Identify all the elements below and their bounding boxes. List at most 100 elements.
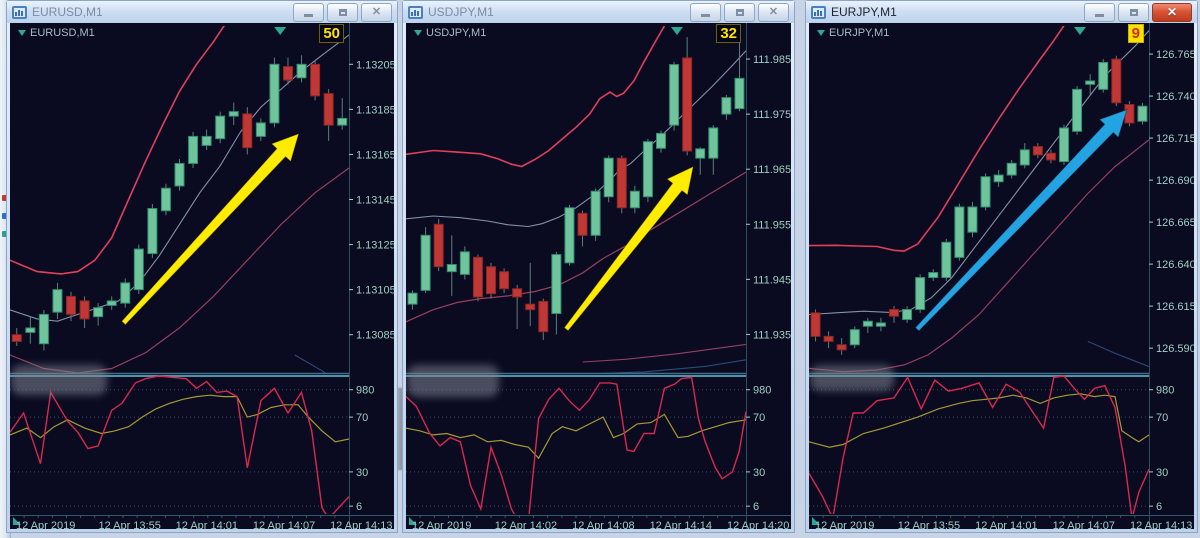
oscillator-level-label: 6 — [753, 501, 759, 513]
time-label: 12 Apr 2019 — [412, 520, 471, 529]
symbol-selector[interactable]: EURJPY,M1 — [817, 27, 889, 39]
bull-candle — [1137, 105, 1148, 122]
background-icon — [2, 213, 7, 219]
restore-button[interactable] — [724, 2, 755, 22]
price-axis[interactable]: 1.13205 1.13185 1.13165 1.13145 1.13125 1.131… — [349, 23, 394, 529]
bull-candle — [849, 329, 860, 346]
close-button[interactable]: ✕ — [361, 2, 392, 22]
oscillator-red-line — [809, 375, 1149, 514]
candle-countdown-timer: 32 — [716, 24, 741, 43]
bull-candle — [708, 127, 719, 159]
bull-candle — [629, 190, 640, 209]
symbol-selector[interactable]: USDJPY,M1 — [414, 27, 486, 39]
price-label: 1.13205 — [356, 59, 394, 71]
minimize-button[interactable] — [1084, 2, 1115, 22]
bear-candle — [512, 288, 523, 298]
oscillator-level-label: 30 — [753, 467, 765, 479]
title-bar[interactable]: EURJPY,M1 ✕ — [806, 1, 1197, 23]
bull-candle — [590, 190, 601, 236]
bull-candle — [1059, 127, 1069, 163]
candles-layer — [810, 55, 1148, 355]
bull-candle — [25, 327, 36, 333]
bear-candle — [616, 157, 627, 209]
restore-icon — [735, 8, 744, 16]
bull-candle — [38, 313, 49, 345]
close-button[interactable]: ✕ — [1152, 2, 1192, 22]
bull-candle — [993, 174, 1004, 183]
symbol-selector[interactable]: EURUSD,M1 — [18, 27, 95, 39]
title-bar[interactable]: EURUSD,M1 ✕ — [7, 1, 397, 23]
bear-candle — [310, 63, 321, 97]
oscillator-olive-line — [809, 393, 1149, 448]
candles-layer — [11, 55, 348, 351]
chart-canvas[interactable]: 1.13205 1.13185 1.13165 1.13145 1.13125 1.131… — [10, 23, 394, 529]
oscillator-level-label: 70 — [356, 412, 368, 424]
oscillator-lines — [406, 376, 746, 514]
time-axis[interactable]: 12 Apr 2019 12 Apr 13:55 12 Apr 14:01 12 Ap… — [809, 515, 1194, 529]
bull-candle — [1019, 149, 1030, 166]
bull-candle — [721, 97, 732, 115]
bull-candle — [1098, 61, 1109, 90]
bull-candle — [941, 241, 952, 279]
price-pane[interactable] — [406, 26, 746, 374]
oscillator-level-label: 6 — [1156, 501, 1162, 513]
bull-candle — [133, 248, 144, 291]
chart-svg[interactable]: 1.13205 1.13185 1.13165 1.13145 1.13125 1.131… — [10, 23, 394, 529]
time-label: 12 Apr 2019 — [16, 520, 75, 529]
restore-button[interactable] — [1118, 2, 1149, 22]
minimize-button[interactable] — [690, 2, 721, 22]
chart-canvas[interactable]: 126.765 126.740 126.715 126.690 126.665 126.6… — [809, 23, 1194, 529]
oscillator-level-label: 70 — [753, 412, 765, 424]
oscillator-level-label: 980 — [356, 385, 374, 397]
bull-candle — [551, 254, 562, 315]
time-axis[interactable]: 12 Apr 2019 12 Apr 13:55 12 Apr 14:01 12 Ap… — [10, 515, 394, 529]
bull-candle — [269, 63, 280, 124]
time-label: 12 Apr 14:13 — [1130, 520, 1192, 529]
bull-candle — [967, 206, 978, 233]
chart-window-eurjpy: EURJPY,M1 ✕ 126.765 126.740 126.715 126.690… — [805, 0, 1198, 533]
time-label: 12 Apr 14:13 — [330, 520, 392, 529]
symbol-label: EURUSD,M1 — [30, 27, 95, 39]
time-axis-marker — [812, 517, 820, 525]
time-label: 12 Apr 14:02 — [495, 520, 557, 529]
bull-candle — [120, 282, 131, 304]
price-axis[interactable]: 126.765 126.740 126.715 126.690 126.665 126.6… — [1149, 23, 1194, 529]
oscillator-lines — [809, 375, 1149, 514]
bear-candle — [810, 312, 821, 337]
oscillator-red-line — [406, 376, 746, 514]
price-label: 111.935 — [753, 329, 791, 341]
title-bar[interactable]: USDJPY,M1 ✕ — [403, 1, 794, 23]
price-pane[interactable] — [10, 23, 349, 389]
bull-candle — [875, 322, 886, 327]
chart-svg[interactable]: 111.985 111.975 111.965 111.955 111.945 111.9… — [406, 23, 791, 529]
price-label: 111.945 — [753, 274, 791, 286]
price-axis[interactable]: 111.985 111.975 111.965 111.955 111.945 111.9… — [746, 23, 791, 529]
bull-candle — [459, 251, 470, 275]
bear-candle — [499, 271, 510, 290]
bull-candle — [564, 207, 575, 264]
close-button[interactable]: ✕ — [758, 2, 789, 22]
chart-window-icon — [811, 5, 826, 19]
restore-button[interactable] — [327, 2, 358, 22]
price-label: 126.715 — [1156, 133, 1194, 145]
background-icon — [2, 195, 7, 201]
bear-candle — [242, 113, 253, 149]
price-label: 1.13105 — [356, 285, 394, 297]
background-scrollbar-thumb[interactable] — [396, 388, 404, 470]
minimize-icon — [1095, 14, 1104, 17]
bull-candle — [928, 272, 939, 279]
minimize-button[interactable] — [293, 2, 324, 22]
bull-candle — [642, 141, 653, 198]
chart-svg[interactable]: 126.765 126.740 126.715 126.690 126.665 126.6… — [809, 23, 1194, 529]
time-label: 12 Apr 13:55 — [898, 520, 960, 529]
bear-candle — [11, 334, 22, 342]
oscillator-lines — [10, 375, 349, 514]
price-label: 1.13165 — [356, 149, 394, 161]
price-pane[interactable] — [809, 26, 1149, 373]
symbol-dropdown-icon — [18, 30, 26, 36]
symbol-label: EURJPY,M1 — [829, 27, 890, 39]
bear-candle — [1124, 103, 1135, 124]
time-axis[interactable]: 12 Apr 2019 12 Apr 14:02 12 Apr 14:08 12 Ap… — [406, 515, 791, 529]
price-label: 126.665 — [1156, 217, 1194, 229]
chart-canvas[interactable]: 111.985 111.975 111.965 111.955 111.945 111.9… — [406, 23, 791, 529]
